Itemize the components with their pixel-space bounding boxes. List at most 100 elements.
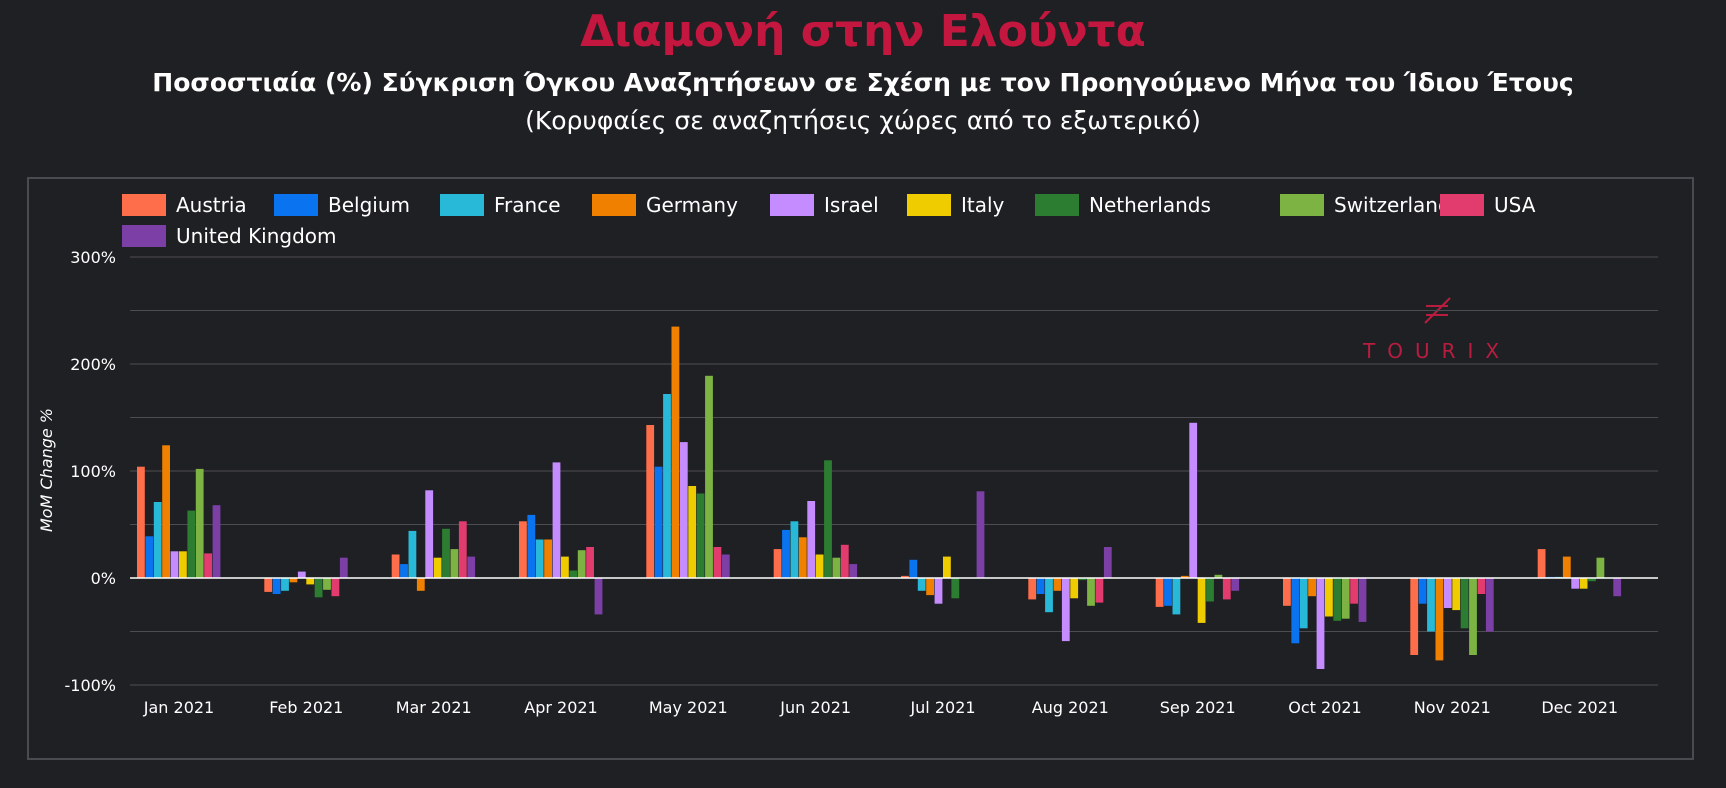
legend-label: Germany (646, 193, 738, 217)
legend-label: Israel (824, 193, 879, 217)
bar-united-kingdom (1613, 578, 1622, 597)
bar-france (917, 578, 926, 591)
legend-item-switzerland[interactable]: Switzerland (1280, 192, 1451, 218)
bar-italy (688, 486, 697, 578)
bar-germany (544, 539, 552, 578)
bar-france (281, 578, 289, 591)
bar-usa (458, 521, 467, 578)
bar-france (663, 394, 671, 578)
bar-austria (773, 549, 782, 578)
bar-netherlands (569, 570, 578, 578)
bar-germany (798, 537, 807, 578)
x-tick-label: Apr 2021 (524, 698, 597, 717)
legend-swatch (1035, 194, 1079, 216)
legend-item-italy[interactable]: Italy (907, 192, 1004, 218)
bar-france (153, 502, 162, 578)
x-tick-label: May 2021 (649, 698, 728, 717)
bar-austria (519, 521, 527, 578)
legend-item-france[interactable]: France (440, 192, 561, 218)
bar-belgium (145, 536, 154, 578)
legend-label: Austria (176, 193, 247, 217)
bar-israel (1061, 578, 1070, 642)
bar-belgium (527, 514, 536, 578)
legend-item-netherlands[interactable]: Netherlands (1035, 192, 1211, 218)
x-tick-label: Jun 2021 (779, 698, 851, 717)
bar-united-kingdom (976, 491, 985, 578)
chart-panel (27, 177, 1694, 760)
bar-israel (934, 578, 943, 604)
x-tick-label: Sep 2021 (1160, 698, 1236, 717)
legend-item-germany[interactable]: Germany (592, 192, 738, 218)
bar-switzerland (1469, 578, 1477, 655)
bar-usa (331, 578, 340, 597)
legend-item-usa[interactable]: USA (1440, 192, 1535, 218)
bar-israel (807, 501, 816, 578)
x-tick-label: Jan 2021 (143, 698, 214, 717)
bar-germany (1562, 556, 1571, 578)
bar-united-kingdom (1103, 547, 1112, 578)
legend-swatch (592, 194, 636, 216)
x-tick-label: Dec 2021 (1541, 698, 1618, 717)
bar-austria (1537, 549, 1546, 578)
bar-israel (297, 571, 306, 578)
bar-israel (1571, 578, 1580, 589)
legend-swatch (122, 194, 166, 216)
bar-netherlands (1460, 578, 1469, 629)
legend-swatch (1440, 194, 1484, 216)
bar-israel (170, 551, 179, 579)
bar-italy (1070, 578, 1079, 599)
x-tick-label: Jul 2021 (909, 698, 975, 717)
legend-item-austria[interactable]: Austria (122, 192, 247, 218)
bar-usa (204, 553, 212, 578)
chart-subtitle-secondary: (Κορυφαίες σε αναζητήσεις χώρες από το ε… (525, 106, 1201, 135)
bar-germany (1053, 578, 1062, 591)
tourix-logo-text: TOURIX (1362, 339, 1511, 363)
bar-netherlands (442, 528, 450, 578)
bar-switzerland (1596, 557, 1605, 578)
bar-italy (561, 556, 569, 578)
bar-israel (1316, 578, 1325, 669)
bar-austria (1283, 578, 1291, 606)
legend-label: Belgium (328, 193, 410, 217)
bar-netherlands (824, 460, 832, 578)
bar-switzerland (1087, 578, 1095, 606)
y-tick-label: 300% (70, 248, 116, 267)
y-tick-label: 100% (70, 462, 116, 481)
bar-netherlands (696, 493, 705, 578)
legend-swatch (1280, 194, 1324, 216)
bar-germany (162, 445, 170, 578)
legend-swatch (274, 194, 318, 216)
bar-italy (306, 578, 315, 585)
bar-italy (1325, 578, 1333, 617)
bar-netherlands (1588, 578, 1596, 582)
bar-germany (416, 578, 425, 591)
bar-united-kingdom (721, 554, 730, 578)
chart-subtitle: Ποσοστιαία (%) Σύγκριση Όγκου Αναζητήσεω… (152, 68, 1574, 97)
legend-swatch (122, 225, 166, 247)
bar-usa (1350, 578, 1358, 604)
legend-item-united-kingdom[interactable]: United Kingdom (122, 223, 337, 249)
legend-item-belgium[interactable]: Belgium (274, 192, 410, 218)
bar-usa (586, 547, 594, 578)
bar-austria (901, 575, 909, 578)
bar-belgium (909, 559, 918, 578)
bar-united-kingdom (594, 578, 603, 615)
bar-italy (815, 554, 824, 578)
bar-belgium (1291, 578, 1300, 644)
bar-italy (1579, 578, 1588, 589)
bar-belgium (1164, 578, 1172, 606)
bar-netherlands (314, 578, 323, 598)
x-tick-label: Feb 2021 (269, 698, 343, 717)
bar-usa (840, 544, 849, 578)
y-tick-label: 0% (91, 569, 116, 588)
bar-belgium (654, 466, 663, 578)
legend-label: USA (1494, 193, 1536, 217)
legend-swatch (440, 194, 484, 216)
x-tick-label: Aug 2021 (1032, 698, 1109, 717)
legend-swatch (770, 194, 814, 216)
bar-united-kingdom (467, 556, 476, 578)
bar-germany (1308, 578, 1316, 597)
legend-item-israel[interactable]: Israel (770, 192, 879, 218)
bar-netherlands (1078, 578, 1087, 581)
